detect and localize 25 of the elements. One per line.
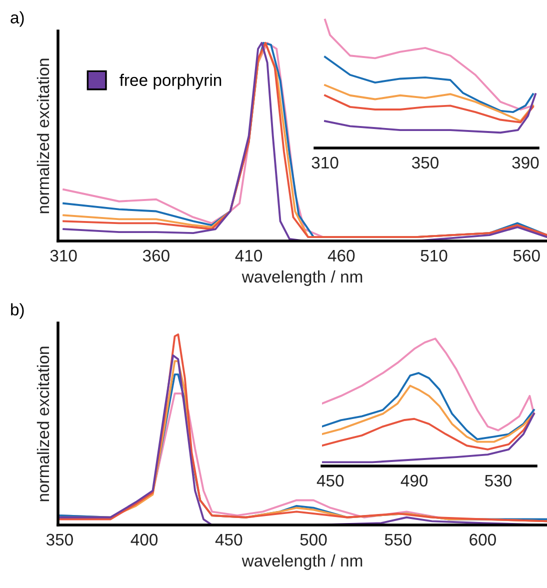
x-tick-label: 310 [312,156,338,169]
y-axis-title: normalized excitation [36,58,50,214]
x-tick-label: 450 [316,474,344,487]
x-tick-label: 490 [400,474,428,487]
x-tick-label: 450 [215,534,242,546]
x-tick-label: 530 [485,474,512,487]
legend-label: free porphyrin [120,74,222,90]
x-tick-label: 560 [513,250,540,262]
x-tick-label: 390 [512,156,539,169]
x-axis-title: wavelength / nm [242,270,362,286]
x-tick-label: 350 [46,534,73,546]
x-tick-label: 410 [235,250,262,262]
x-tick-label: 350 [412,156,438,169]
chart-title: a) [10,11,24,27]
x-tick-label: 510 [420,250,448,262]
x-axis-title: wavelength / nm [242,554,362,570]
x-tick-label: 310 [50,250,77,262]
x-tick-label: 400 [130,534,158,546]
x-tick-label: 460 [328,250,355,262]
x-tick-label: 550 [384,534,412,546]
x-tick-label: 600 [470,534,496,546]
y-axis-title: normalized excitation [36,346,50,502]
x-tick-label: 500 [300,534,327,546]
chart-title: b) [11,303,24,319]
x-tick-label: 360 [142,250,170,262]
